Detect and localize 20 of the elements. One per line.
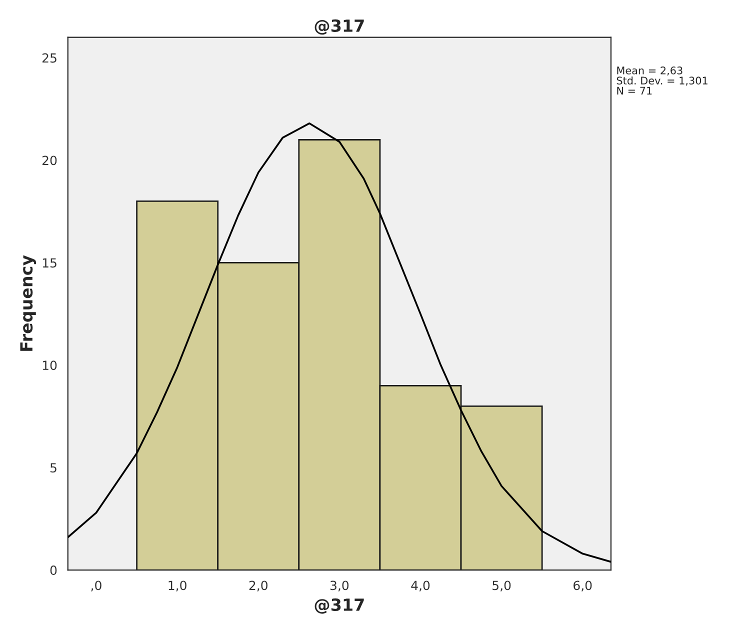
y-tick-label: 0: [50, 566, 57, 575]
line-series: [68, 122, 611, 563]
text: N = 71: [617, 86, 652, 94]
y-tick-label: 5: [50, 463, 56, 473]
y-tick-label: 15: [42, 258, 56, 268]
x-tick-label: ,0: [91, 580, 102, 592]
y-tick-label: 25: [42, 53, 56, 63]
x-tick-label: 3,0: [330, 580, 349, 592]
x-tick-label: 5,0: [492, 580, 511, 592]
chart-title: @317: [314, 19, 364, 35]
x-tick-label: 4,0: [411, 580, 430, 592]
y-tick-label: 10: [42, 360, 57, 370]
text: Std. Dev. = 1,301: [616, 76, 708, 86]
x-axis-title: @317: [314, 598, 364, 614]
x-tick-label: 6,0: [574, 580, 592, 592]
y-tick-label: 20: [42, 156, 57, 166]
x-tick-label: 2,0: [249, 580, 268, 592]
text: Mean = 2,63: [617, 66, 682, 76]
y-axis-title: Frequency: [20, 255, 36, 351]
x-tick-label: 1,0: [168, 580, 186, 592]
